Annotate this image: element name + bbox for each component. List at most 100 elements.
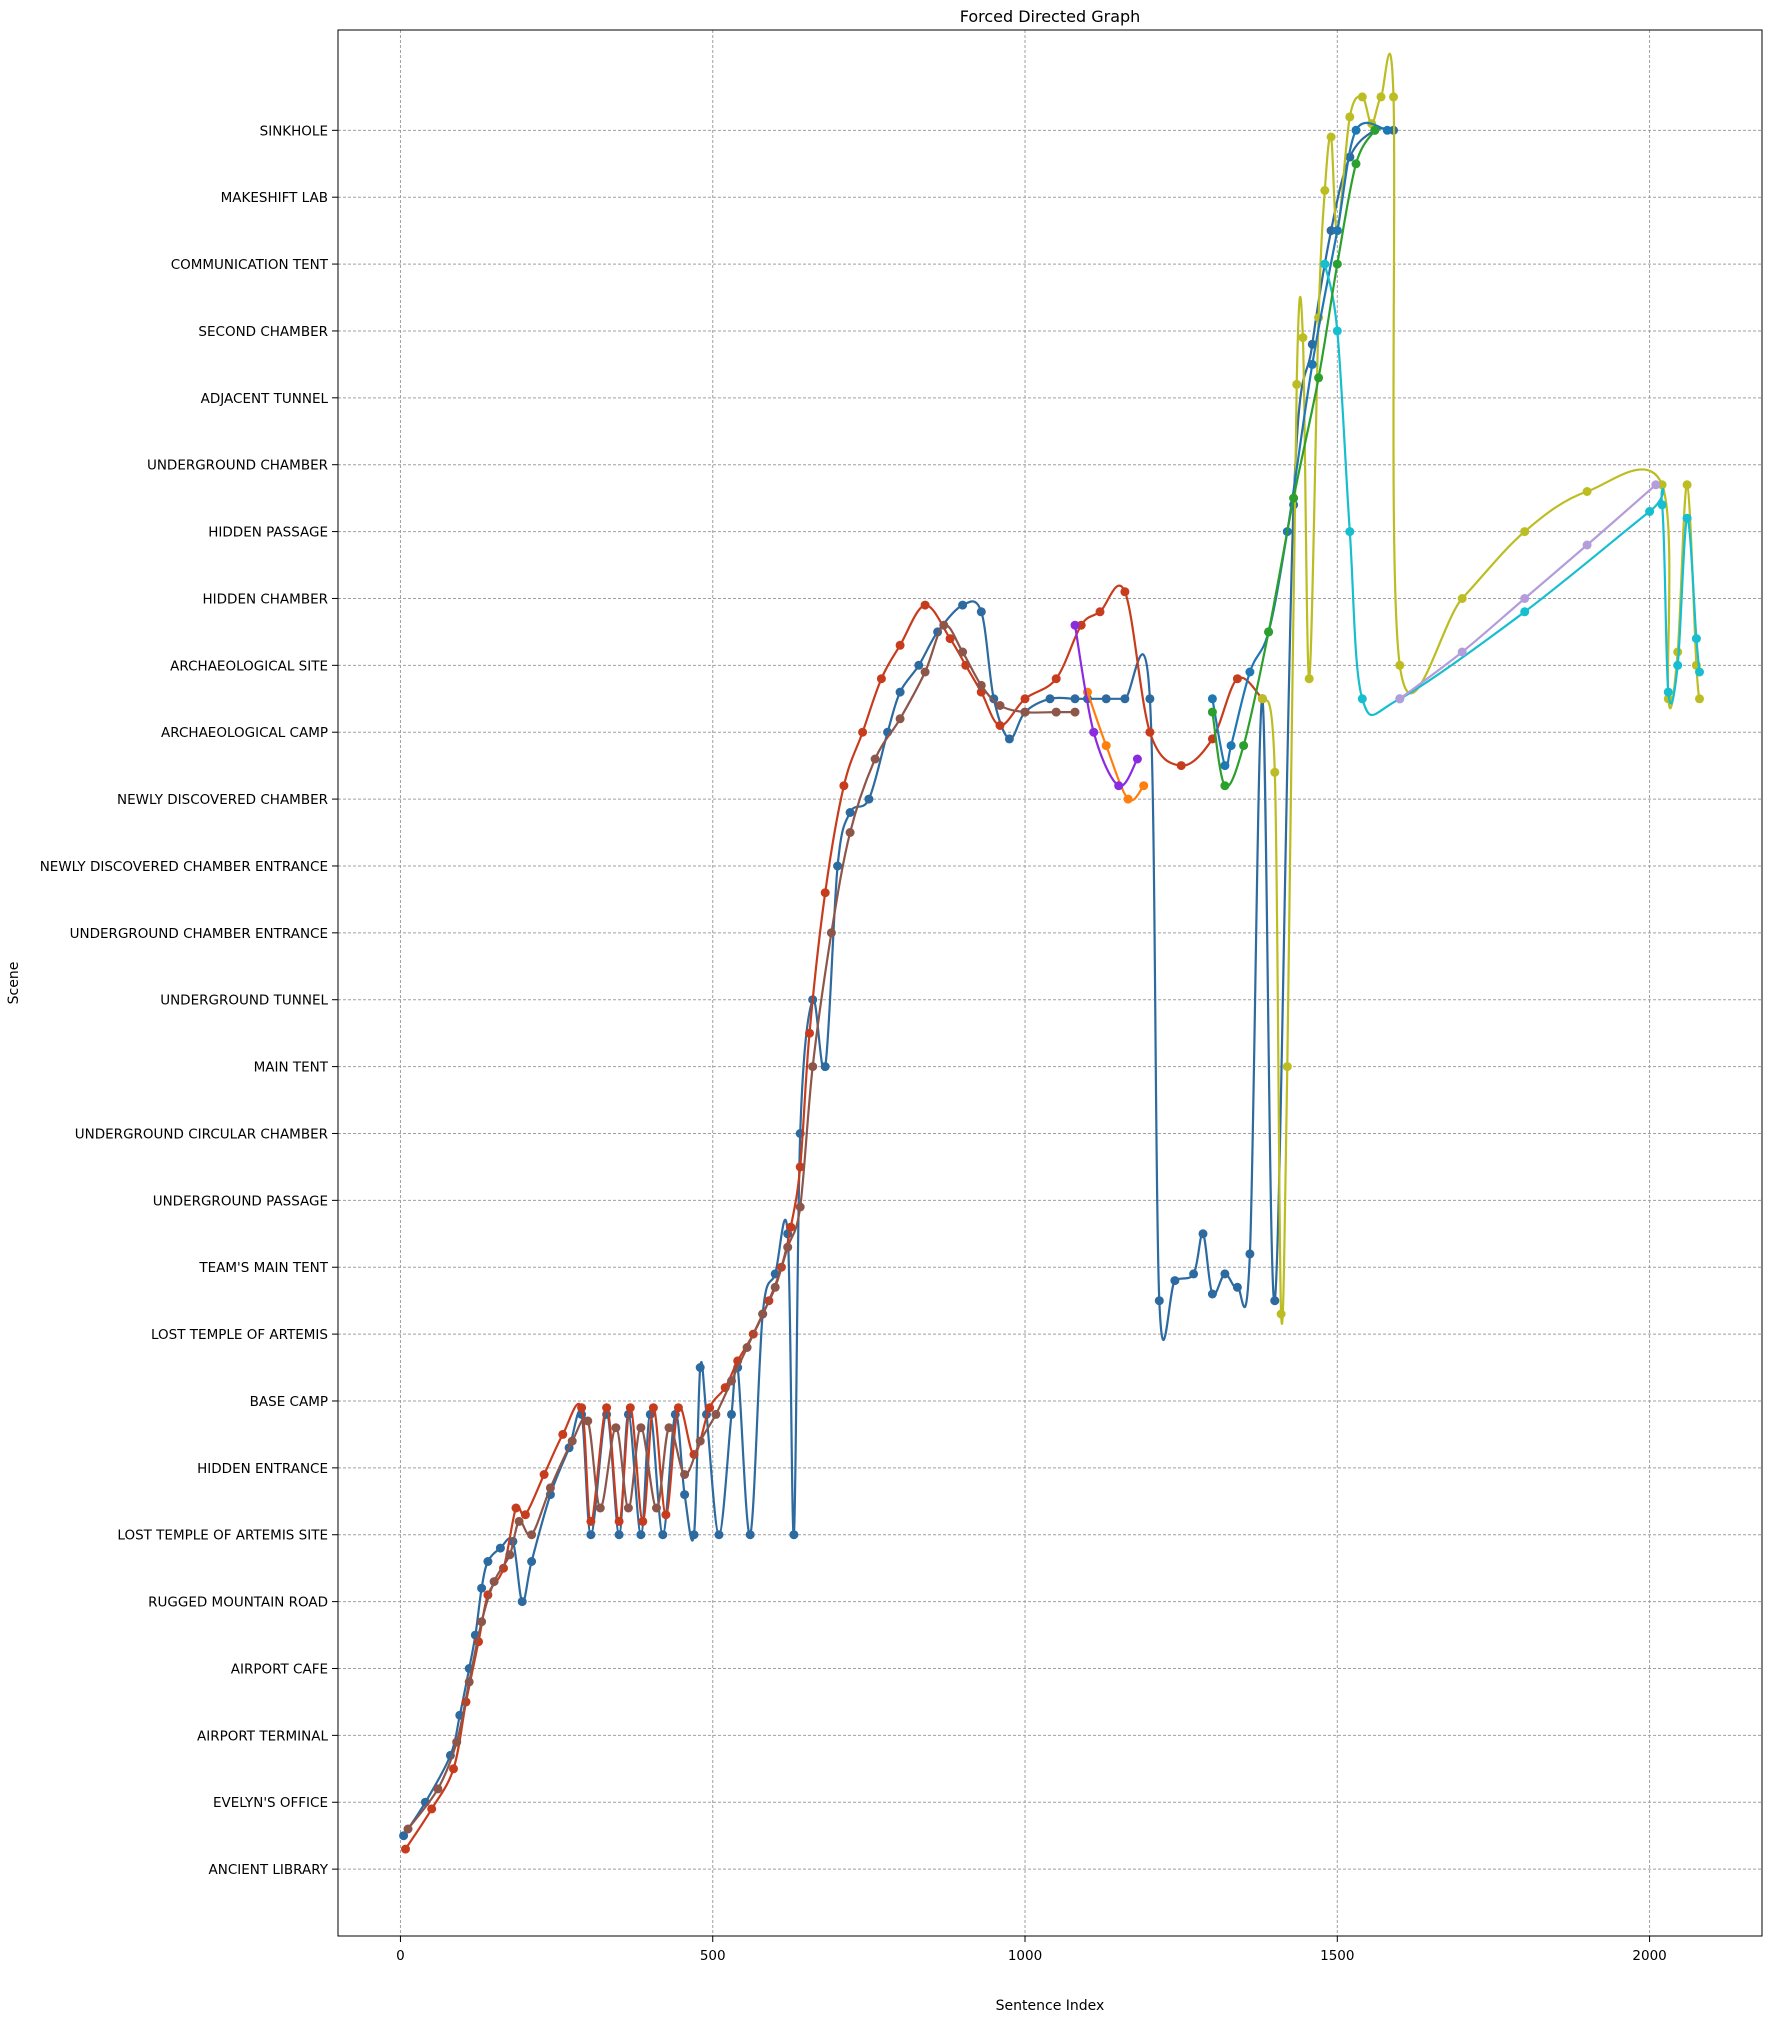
data-point <box>920 600 930 610</box>
data-point <box>602 1403 612 1413</box>
y-tick-label: ARCHAEOLOGICAL SITE <box>170 658 328 674</box>
data-point <box>1245 1249 1255 1259</box>
data-point <box>1270 1296 1280 1306</box>
data-point <box>680 1490 690 1500</box>
data-point <box>939 620 949 630</box>
data-point <box>1376 92 1386 102</box>
data-point <box>1645 507 1655 516</box>
data-point <box>1370 125 1380 135</box>
data-point <box>539 1470 549 1479</box>
data-point <box>1120 694 1130 704</box>
data-point <box>1220 761 1230 771</box>
data-point <box>1245 667 1255 677</box>
data-point <box>1351 125 1361 135</box>
x-tick-label: 500 <box>700 1948 726 1964</box>
y-tick-label: BASE CAMP <box>250 1394 328 1410</box>
data-point <box>477 1583 487 1593</box>
data-point <box>638 1516 648 1526</box>
data-point <box>1070 707 1080 717</box>
data-point <box>1357 92 1367 102</box>
data-point <box>433 1784 443 1794</box>
series-line-8 <box>1073 624 1139 788</box>
data-point <box>1332 226 1342 236</box>
data-point <box>648 1403 658 1413</box>
data-point <box>876 674 886 684</box>
data-point <box>558 1429 568 1439</box>
data-point <box>664 1423 674 1433</box>
y-tick-label: UNDERGROUND TUNNEL <box>160 993 328 1009</box>
data-point <box>403 1824 413 1834</box>
data-point <box>658 1530 668 1540</box>
data-point <box>614 1516 624 1526</box>
y-tick-label: AIRPORT TERMINAL <box>197 1728 328 1744</box>
data-point <box>1101 741 1111 751</box>
data-point <box>914 660 924 670</box>
data-point <box>727 1409 736 1419</box>
data-point <box>1051 674 1061 684</box>
data-point <box>1298 333 1308 343</box>
x-tick-label: 2000 <box>1632 1948 1666 1964</box>
data-point <box>1207 1289 1217 1299</box>
data-point <box>758 1309 768 1319</box>
data-point <box>786 1222 796 1232</box>
data-point <box>976 680 986 690</box>
data-point <box>1314 373 1324 383</box>
data-point <box>995 721 1005 730</box>
data-point <box>1220 1269 1230 1279</box>
x-axis-label: Sentence Index <box>996 1998 1105 2014</box>
data-point <box>976 607 986 617</box>
grid-layer <box>338 30 1762 1936</box>
data-point <box>770 1282 780 1292</box>
series-line-4 <box>1211 121 1389 770</box>
data-point <box>714 1530 724 1540</box>
data-point <box>1326 132 1336 142</box>
y-tick-label: UNDERGROUND CIRCULAR CHAMBER <box>75 1126 328 1142</box>
data-point <box>517 1597 527 1607</box>
data-point <box>1154 1296 1164 1306</box>
data-point <box>1176 761 1186 771</box>
data-point <box>1070 694 1080 704</box>
data-point <box>695 1436 705 1446</box>
data-point <box>1170 1276 1180 1286</box>
data-point <box>1520 607 1530 617</box>
data-point <box>495 1543 505 1553</box>
data-point <box>661 1510 671 1520</box>
y-tick-label: ADJACENT TUNNEL <box>201 391 329 407</box>
data-point <box>1045 694 1055 704</box>
y-tick-label: MAIN TENT <box>254 1060 329 1076</box>
data-point <box>489 1577 499 1587</box>
data-point <box>1220 781 1230 791</box>
data-point <box>1207 707 1217 717</box>
series-line-2 <box>406 623 1077 1831</box>
data-point <box>1457 594 1467 603</box>
data-point <box>995 701 1005 710</box>
data-point <box>1101 694 1111 704</box>
data-point <box>1139 781 1149 791</box>
data-point <box>520 1510 530 1520</box>
data-point <box>1582 540 1592 550</box>
plot-frame <box>337 29 1763 1937</box>
data-point <box>636 1530 646 1540</box>
data-point <box>1357 694 1367 704</box>
y-tick-label: NEWLY DISCOVERED CHAMBER <box>117 792 328 808</box>
y-tick-label: HIDDEN PASSAGE <box>208 525 328 541</box>
data-point <box>1304 674 1314 684</box>
data-point <box>1345 527 1355 537</box>
data-point <box>1145 727 1155 737</box>
data-point <box>527 1530 537 1540</box>
data-point <box>673 1403 683 1413</box>
data-point <box>1395 694 1405 704</box>
y-tick-label: AIRPORT CAFE <box>231 1661 328 1677</box>
y-tick-label: LOST TEMPLE OF ARTEMIS <box>151 1327 328 1343</box>
data-point <box>1289 493 1299 503</box>
data-point <box>1582 487 1592 496</box>
x-tick-label: 1500 <box>1320 1948 1354 1964</box>
data-point <box>1226 741 1236 751</box>
series-line-9 <box>1211 129 1376 788</box>
data-point <box>595 1503 605 1513</box>
data-point <box>1691 634 1701 644</box>
data-point <box>895 687 905 697</box>
data-point <box>1389 92 1398 102</box>
x-tick-label: 0 <box>396 1948 405 1964</box>
data-point <box>1292 379 1302 389</box>
